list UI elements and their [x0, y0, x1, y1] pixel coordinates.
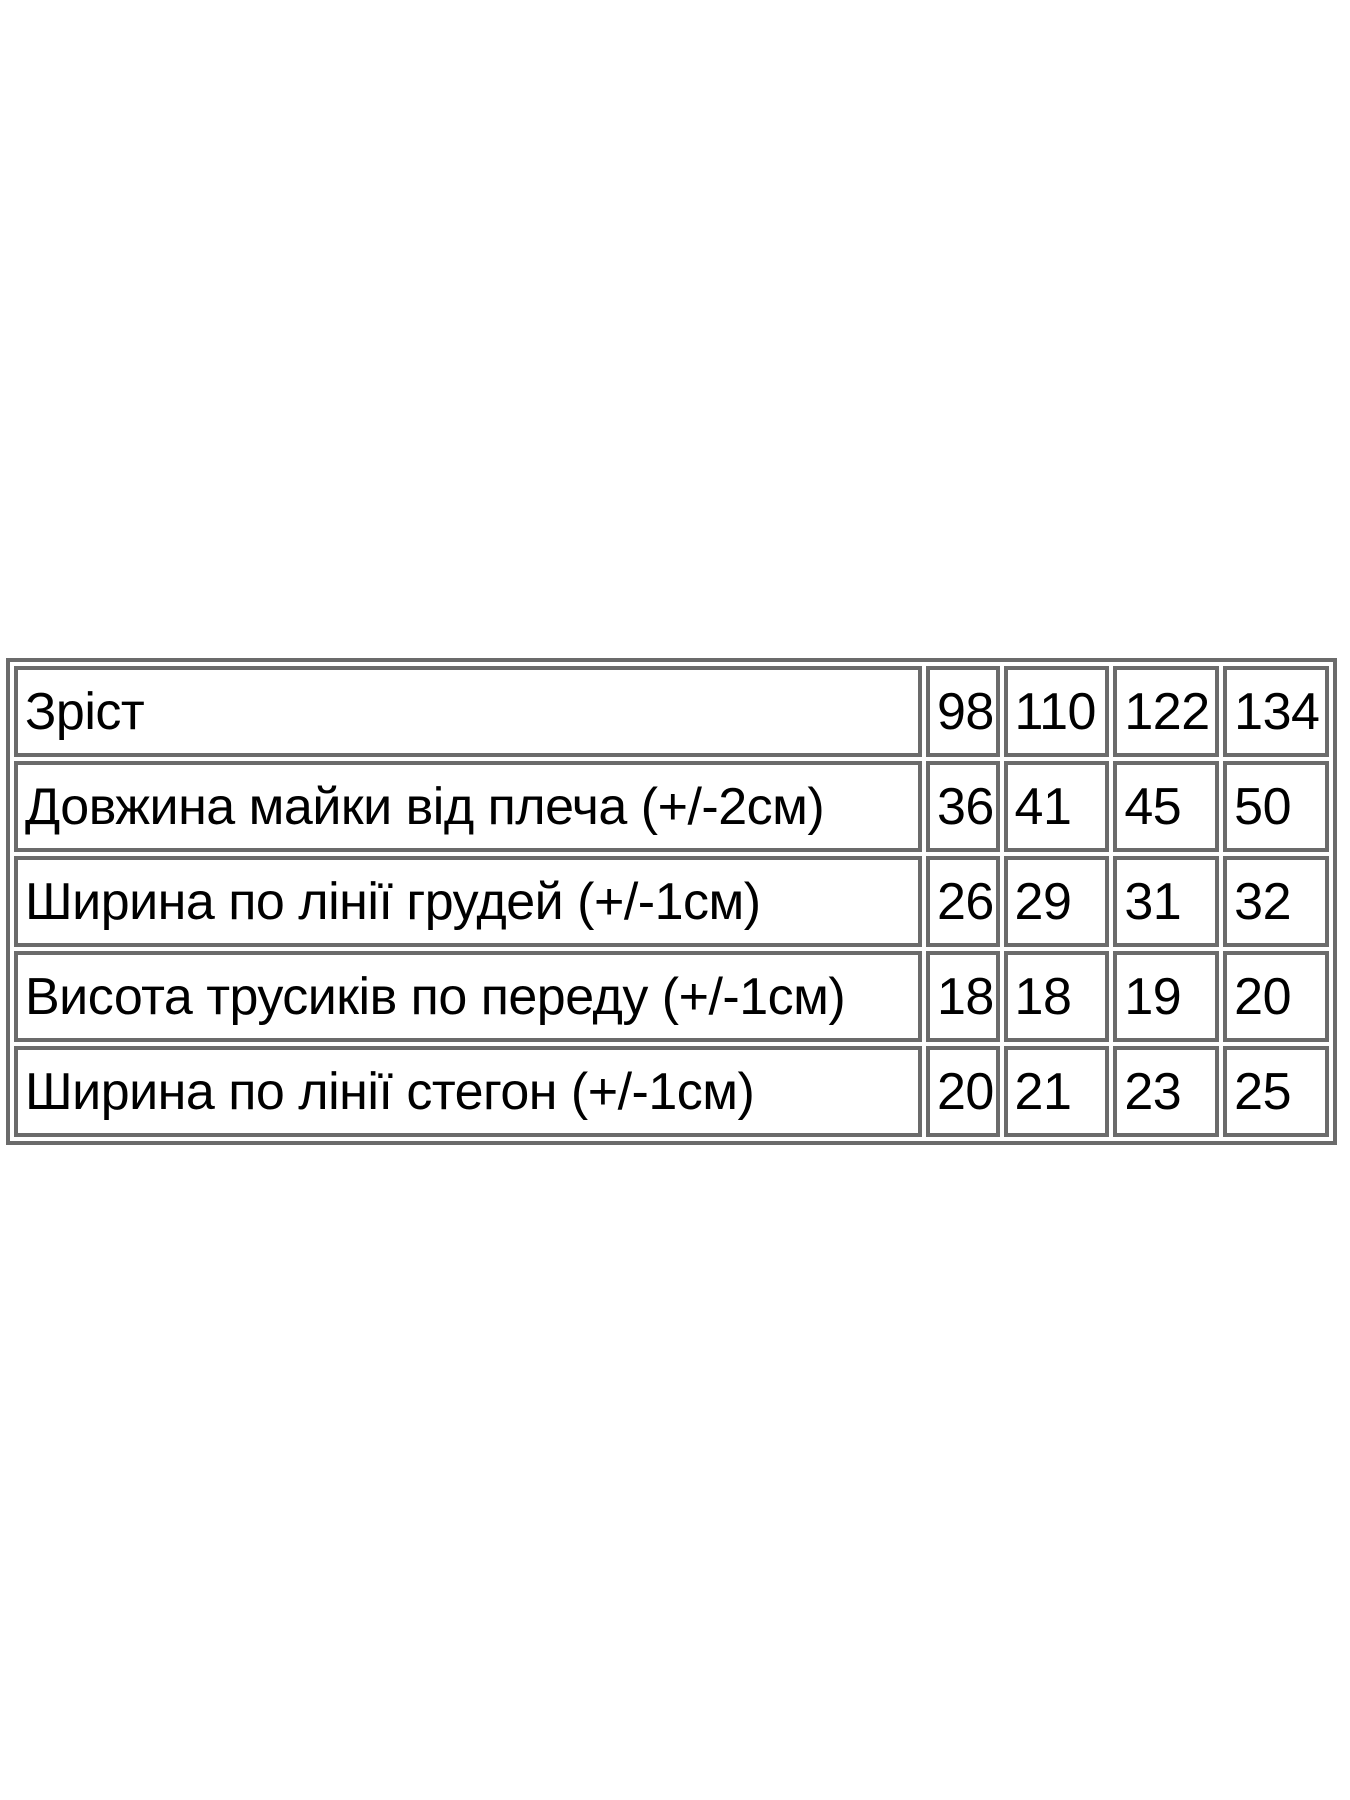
value-cell: 20: [1223, 951, 1329, 1042]
value-cell: 31: [1113, 856, 1220, 947]
size-table: Зріст 98 110 122 134 Довжина майки від п…: [6, 658, 1337, 1145]
value-cell: 98: [925, 666, 1000, 757]
table-row: Ширина по лінії грудей (+/-1см) 26 29 31…: [14, 856, 1329, 947]
value-cell: 18: [925, 951, 1000, 1042]
value-cell: 18: [1003, 951, 1110, 1042]
value-cell: 36: [925, 761, 1000, 852]
row-label-cell: Ширина по лінії стегон (+/-1см): [14, 1046, 922, 1137]
value-cell: 45: [1113, 761, 1220, 852]
value-cell: 19: [1113, 951, 1220, 1042]
table-row: Ширина по лінії стегон (+/-1см) 20 21 23…: [14, 1046, 1329, 1137]
row-label-cell: Зріст: [14, 666, 922, 757]
value-cell: 29: [1003, 856, 1110, 947]
row-label-cell: Ширина по лінії грудей (+/-1см): [14, 856, 922, 947]
table-row: Зріст 98 110 122 134: [14, 666, 1329, 757]
row-label-cell: Довжина майки від плеча (+/-2см): [14, 761, 922, 852]
value-cell: 50: [1223, 761, 1329, 852]
value-cell: 41: [1003, 761, 1110, 852]
value-cell: 25: [1223, 1046, 1329, 1137]
value-cell: 122: [1113, 666, 1220, 757]
value-cell: 20: [925, 1046, 1000, 1137]
table-row: Висота трусиків по переду (+/-1см) 18 18…: [14, 951, 1329, 1042]
value-cell: 26: [925, 856, 1000, 947]
value-cell: 110: [1003, 666, 1110, 757]
value-cell: 21: [1003, 1046, 1110, 1137]
row-label-cell: Висота трусиків по переду (+/-1см): [14, 951, 922, 1042]
table-row: Довжина майки від плеча (+/-2см) 36 41 4…: [14, 761, 1329, 852]
value-cell: 32: [1223, 856, 1329, 947]
value-cell: 134: [1223, 666, 1329, 757]
value-cell: 23: [1113, 1046, 1220, 1137]
